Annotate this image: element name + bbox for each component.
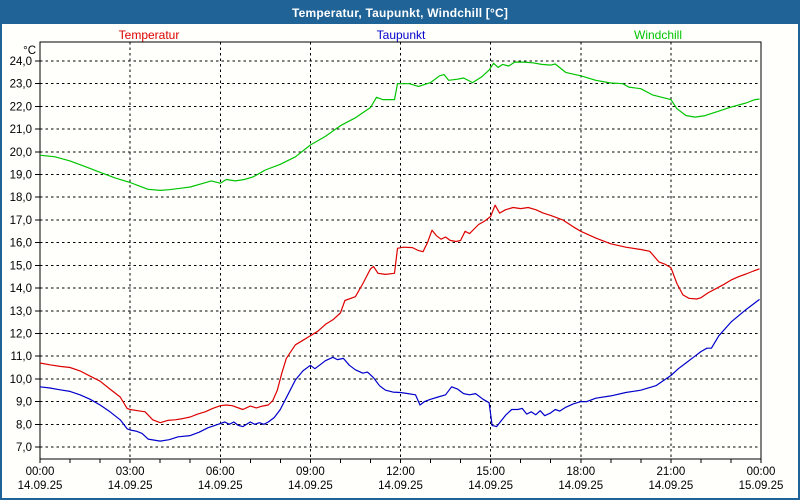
window-title: Temperatur, Taupunkt, Windchill [°C]: [291, 6, 509, 20]
x-axis-date-label: 14.09.25: [108, 480, 153, 492]
series-line-temperatur: [39, 204, 760, 424]
x-axis-date-label: 14.09.25: [18, 480, 63, 492]
y-axis-tick-label: 17,0: [10, 215, 32, 227]
x-axis-date-label: 14.09.25: [378, 480, 423, 492]
x-axis-date-label: 15.09.25: [739, 480, 784, 492]
series-line-windchill: [39, 61, 760, 191]
legend-item-temperatur: Temperatur: [119, 28, 180, 42]
y-axis-tick-label: 15,0: [10, 260, 32, 272]
legend-label-taupunkt: Taupunkt: [376, 28, 426, 42]
x-axis-time-label: 06:00: [206, 466, 235, 478]
x-axis-time-label: 21:00: [656, 466, 685, 478]
y-axis-tick-label: 22,0: [10, 101, 32, 113]
x-axis-time-label: 00:00: [747, 466, 776, 478]
window-titlebar: Temperatur, Taupunkt, Windchill [°C]: [2, 2, 798, 24]
x-axis-time-label: 15:00: [476, 466, 505, 478]
legend-item-windchill: Windchill: [634, 28, 682, 42]
x-axis-date-label: 14.09.25: [198, 480, 243, 492]
x-axis-date-label: 14.09.25: [558, 480, 603, 492]
legend-label-windchill: Windchill: [633, 28, 683, 42]
y-axis-tick-label: 23,0: [10, 79, 32, 91]
x-axis-date-label: 14.09.25: [468, 480, 513, 492]
x-axis-time-label: 18:00: [566, 466, 595, 478]
y-axis-tick-label: 8,0: [16, 419, 32, 431]
legend-item-taupunkt: Taupunkt: [377, 28, 426, 42]
x-axis-date-label: 14.09.25: [648, 480, 693, 492]
x-axis-time-label: 03:00: [116, 466, 145, 478]
y-axis-unit-label: °C: [23, 45, 36, 57]
y-axis-tick-label: 20,0: [10, 147, 32, 159]
y-axis-tick-label: 19,0: [10, 170, 32, 182]
x-axis-time-label: 09:00: [296, 466, 325, 478]
x-axis-time-label: 00:00: [26, 466, 55, 478]
x-axis-date-label: 14.09.25: [288, 480, 333, 492]
y-axis-tick-label: 24,0: [10, 56, 32, 68]
y-axis-tick-label: 18,0: [10, 192, 32, 204]
legend-label-temperatur: Temperatur: [118, 28, 180, 42]
y-axis-tick-label: 14,0: [10, 283, 32, 295]
x-axis-time-label: 12:00: [386, 466, 415, 478]
y-axis-tick-label: 9,0: [16, 397, 32, 409]
y-axis-tick-label: 16,0: [10, 238, 32, 250]
y-axis-tick-label: 7,0: [16, 442, 32, 454]
y-axis-tick-label: 13,0: [10, 306, 32, 318]
y-axis-tick-label: 12,0: [10, 328, 32, 340]
y-axis-tick-label: 11,0: [10, 351, 32, 363]
series-line-taupunkt: [39, 298, 760, 442]
y-axis-tick-label: 10,0: [10, 374, 32, 386]
y-axis-tick-label: 21,0: [10, 124, 32, 136]
